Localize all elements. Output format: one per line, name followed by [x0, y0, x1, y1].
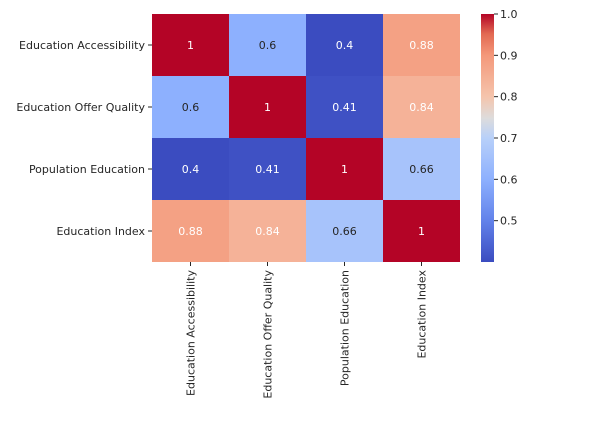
x-axis-ticks: Education Accessibility Education Offer Q… [185, 262, 429, 399]
heatmap-cell [383, 200, 460, 262]
heatmap-cell [152, 138, 229, 200]
heatmap-cell [383, 138, 460, 200]
x-tick-label: Education Offer Quality [262, 270, 275, 399]
cell-value-label: 0.66 [409, 163, 434, 176]
cell-value-label: 1 [187, 39, 194, 52]
cell-value-label: 1 [418, 225, 425, 238]
cell-value-label: 0.84 [409, 101, 434, 114]
cell-value-label: 0.88 [178, 225, 203, 238]
heatmap-cell [229, 14, 306, 76]
x-tick-label: Education Accessibility [185, 270, 198, 396]
colorbar-tick-label: 0.5 [500, 215, 518, 228]
cell-value-label: 1 [341, 163, 348, 176]
heatmap-cell [229, 138, 306, 200]
y-tick-label: Education Index [56, 225, 145, 238]
colorbar: 0.5 0.6 0.7 0.8 0.9 1.0 [481, 8, 518, 262]
heatmap-cells [152, 14, 460, 262]
cell-value-label: 0.41 [332, 101, 357, 114]
heatmap-cell-labels: 1 0.6 0.4 0.88 0.6 1 0.41 0.84 0.4 0.41 1 0.66 0.88 0… [178, 39, 434, 238]
heatmap-cell [229, 200, 306, 262]
heatmap-cell [306, 200, 383, 262]
y-tick-label: Population Education [29, 163, 145, 176]
heatmap-cell [383, 14, 460, 76]
x-tick-label: Education Index [416, 270, 429, 359]
y-tick-label: Education Accessibility [19, 39, 145, 52]
y-tick-label: Education Offer Quality [16, 101, 145, 114]
colorbar-tick-label: 0.9 [500, 49, 518, 62]
heatmap-cell [152, 76, 229, 138]
cell-value-label: 0.88 [409, 39, 434, 52]
cell-value-label: 0.6 [182, 101, 200, 114]
heatmap-cell [306, 14, 383, 76]
cell-value-label: 0.41 [255, 163, 280, 176]
cell-value-label: 0.4 [336, 39, 354, 52]
cell-value-label: 0.4 [182, 163, 200, 176]
heatmap-cell [152, 200, 229, 262]
cell-value-label: 0.66 [332, 225, 357, 238]
heatmap-cell [152, 14, 229, 76]
heatmap-cell [306, 138, 383, 200]
y-axis-ticks: Education Accessibility Education Offer Q… [16, 39, 152, 238]
heatmap-cell [306, 76, 383, 138]
heatmap-cell [229, 76, 306, 138]
cell-value-label: 1 [264, 101, 271, 114]
heatmap-cell [383, 76, 460, 138]
cell-value-label: 0.6 [259, 39, 277, 52]
colorbar-tick-label: 0.7 [500, 132, 518, 145]
colorbar-tick-label: 1.0 [500, 8, 518, 21]
colorbar-gradient [481, 14, 494, 262]
x-tick-label: Population Education [339, 270, 352, 386]
colorbar-ticks: 0.5 0.6 0.7 0.8 0.9 1.0 [494, 8, 518, 228]
colorbar-tick-label: 0.6 [500, 173, 518, 186]
colorbar-tick-label: 0.8 [500, 91, 518, 104]
cell-value-label: 0.84 [255, 225, 280, 238]
